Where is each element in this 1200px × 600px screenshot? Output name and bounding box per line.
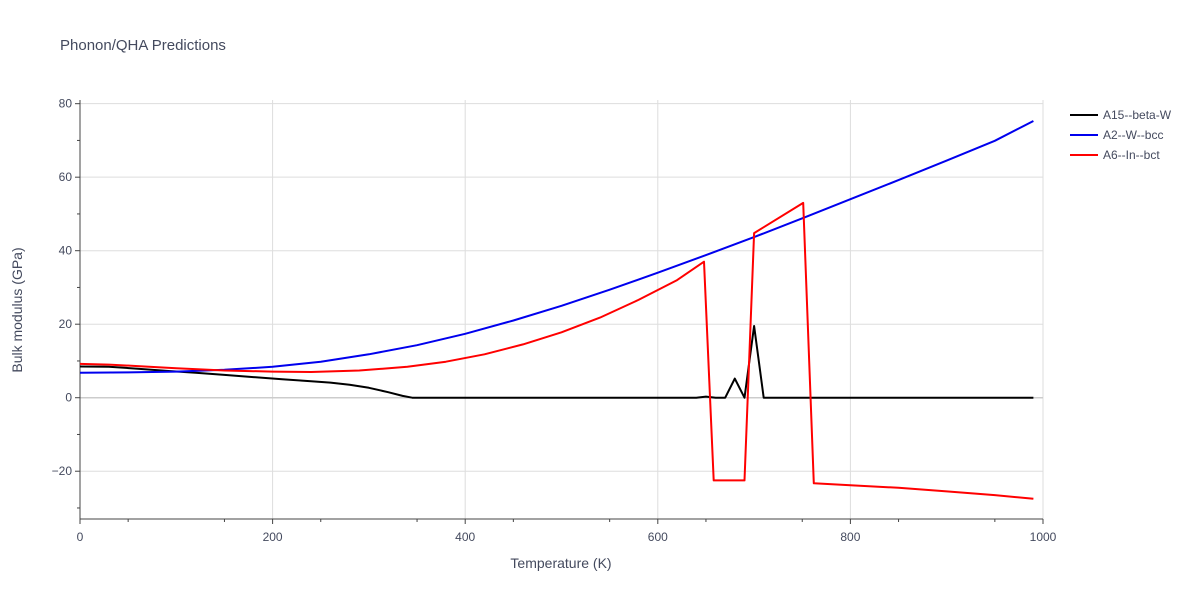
chart-title: Phonon/QHA Predictions bbox=[60, 37, 226, 54]
y-tick-label: 40 bbox=[59, 244, 73, 258]
x-tick-label: 800 bbox=[840, 530, 860, 544]
x-axis-title: Temperature (K) bbox=[510, 555, 611, 571]
legend-item[interactable]: A2--W--bcc bbox=[1070, 128, 1163, 142]
x-tick-label: 1000 bbox=[1030, 530, 1057, 544]
y-axis-title: Bulk modulus (GPa) bbox=[9, 247, 25, 372]
series-line-a6-in-bct bbox=[79, 201, 1034, 500]
legend-label: A15--beta-W bbox=[1103, 108, 1172, 122]
x-tick-label: 0 bbox=[77, 530, 84, 544]
series-layer bbox=[79, 120, 1034, 500]
legend-item[interactable]: A15--beta-W bbox=[1070, 108, 1172, 122]
legend-item[interactable]: A6--In--bct bbox=[1070, 148, 1160, 162]
y-tick-label: 0 bbox=[65, 391, 72, 405]
legend-label: A2--W--bcc bbox=[1103, 128, 1163, 142]
x-tick-label: 600 bbox=[648, 530, 668, 544]
series-line-a15-beta-w bbox=[79, 325, 1034, 399]
x-tick-label: 200 bbox=[263, 530, 283, 544]
legend-label: A6--In--bct bbox=[1103, 148, 1160, 162]
legend: A15--beta-W A2--W--bcc A6--In--bct bbox=[1070, 108, 1172, 162]
y-tick-label: 20 bbox=[59, 317, 73, 331]
y-tick-label: 60 bbox=[59, 170, 73, 184]
series-line-a2-w-bcc bbox=[79, 120, 1034, 374]
x-tick-label: 400 bbox=[455, 530, 475, 544]
grid-layer bbox=[80, 100, 1044, 519]
y-tick-label: 80 bbox=[59, 97, 73, 111]
axes-layer: 0 200 400 600 800 1000 −20 0 20 40 60 80 bbox=[52, 97, 1057, 544]
y-tick-label: −20 bbox=[52, 464, 73, 478]
